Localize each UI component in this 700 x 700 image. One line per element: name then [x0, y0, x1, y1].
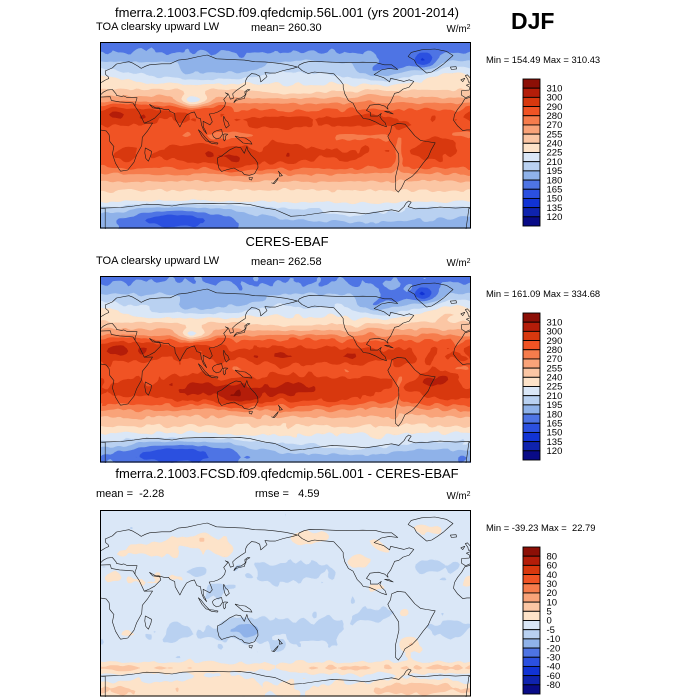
svg-text:195: 195 — [547, 166, 563, 177]
svg-text:135: 135 — [547, 437, 563, 448]
svg-text:165: 165 — [547, 419, 563, 430]
svg-text:-5: -5 — [547, 625, 555, 636]
svg-text:80: 80 — [547, 551, 558, 562]
svg-text:310: 310 — [547, 317, 563, 328]
svg-text:310: 310 — [547, 83, 563, 94]
svg-text:195: 195 — [547, 400, 563, 411]
svg-text:180: 180 — [547, 409, 563, 420]
svg-text:225: 225 — [547, 382, 563, 393]
svg-text:270: 270 — [547, 354, 563, 365]
svg-text:255: 255 — [547, 363, 563, 374]
svg-text:210: 210 — [547, 391, 563, 402]
svg-text:165: 165 — [547, 185, 563, 196]
svg-text:30: 30 — [547, 579, 558, 590]
svg-text:120: 120 — [547, 212, 563, 223]
svg-text:150: 150 — [547, 428, 563, 439]
svg-text:-20: -20 — [547, 643, 561, 654]
svg-text:290: 290 — [547, 336, 563, 347]
svg-text:300: 300 — [547, 93, 563, 104]
svg-text:290: 290 — [547, 102, 563, 113]
svg-text:20: 20 — [547, 588, 558, 599]
svg-text:10: 10 — [547, 597, 558, 608]
svg-text:210: 210 — [547, 157, 563, 168]
svg-text:255: 255 — [547, 129, 563, 140]
svg-text:280: 280 — [547, 345, 563, 356]
svg-text:40: 40 — [547, 570, 558, 581]
svg-text:240: 240 — [547, 373, 563, 384]
svg-text:240: 240 — [547, 139, 563, 150]
svg-text:150: 150 — [547, 194, 563, 205]
svg-text:-40: -40 — [547, 662, 561, 673]
svg-text:-60: -60 — [547, 671, 561, 682]
svg-text:180: 180 — [547, 175, 563, 186]
svg-text:60: 60 — [547, 561, 558, 572]
svg-text:-80: -80 — [547, 680, 561, 691]
svg-text:-30: -30 — [547, 653, 561, 664]
svg-text:300: 300 — [547, 327, 563, 338]
svg-text:-10: -10 — [547, 634, 561, 645]
svg-text:270: 270 — [547, 120, 563, 131]
svg-text:225: 225 — [547, 148, 563, 159]
svg-text:0: 0 — [547, 616, 552, 627]
svg-text:280: 280 — [547, 111, 563, 122]
svg-text:135: 135 — [547, 203, 563, 214]
svg-text:120: 120 — [547, 446, 563, 457]
svg-text:5: 5 — [547, 607, 552, 618]
